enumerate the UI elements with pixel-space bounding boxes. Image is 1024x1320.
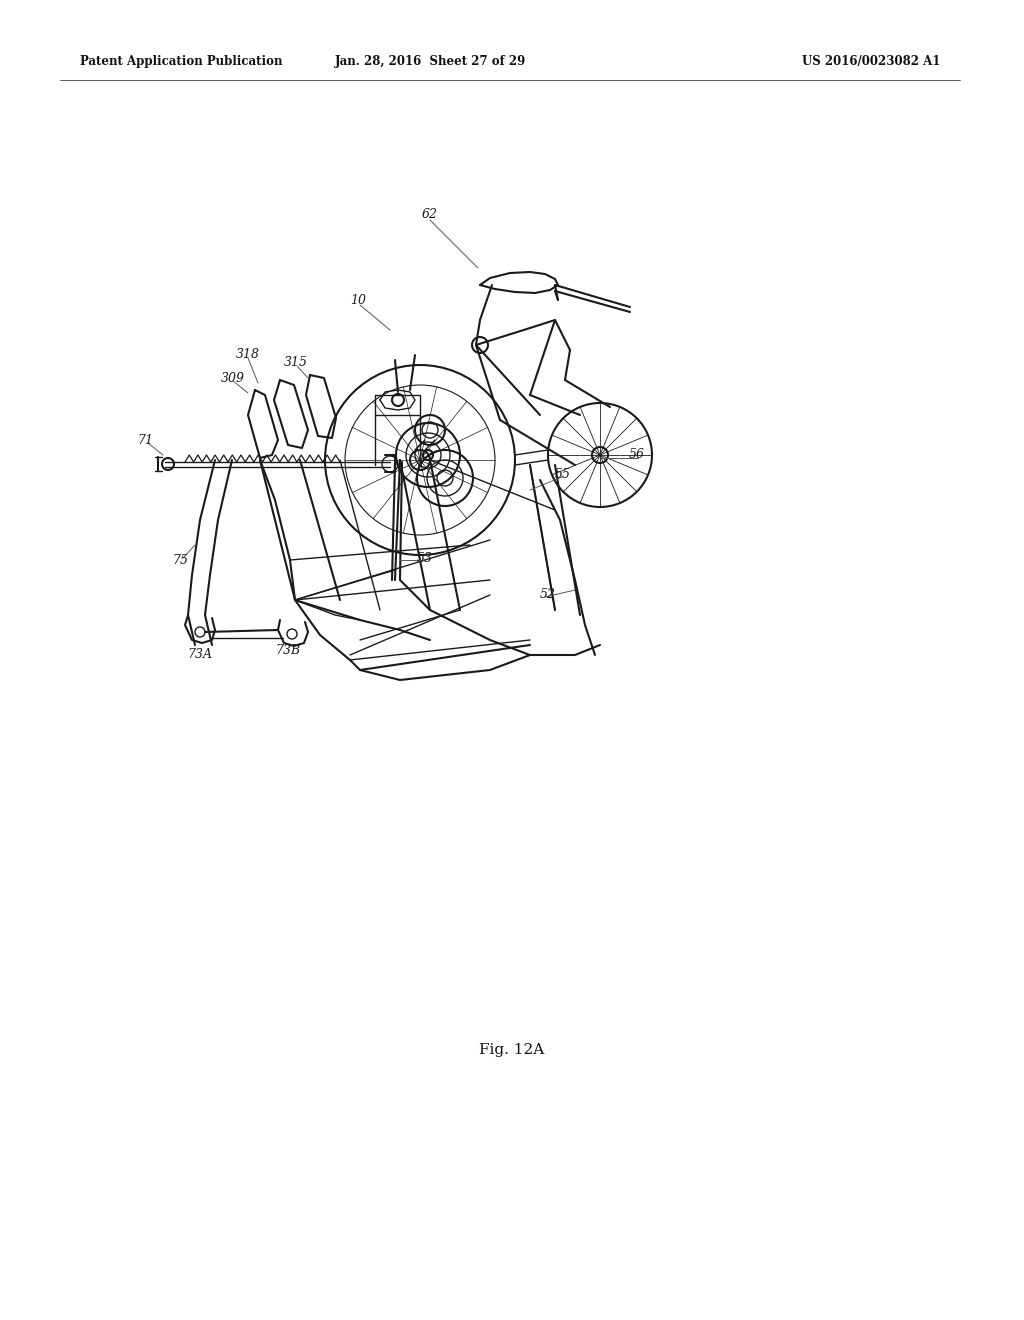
Text: 75: 75	[172, 553, 188, 566]
Text: 71: 71	[137, 433, 153, 446]
Text: Fig. 12A: Fig. 12A	[479, 1043, 545, 1057]
Text: Patent Application Publication: Patent Application Publication	[80, 55, 283, 69]
Text: 55: 55	[555, 469, 571, 482]
Text: 73B: 73B	[275, 644, 301, 656]
Text: 62: 62	[422, 209, 438, 222]
Text: 53: 53	[417, 552, 433, 565]
Text: US 2016/0023082 A1: US 2016/0023082 A1	[802, 55, 940, 69]
Text: Jan. 28, 2016  Sheet 27 of 29: Jan. 28, 2016 Sheet 27 of 29	[335, 55, 525, 69]
Text: 315: 315	[284, 356, 308, 370]
Text: 73A: 73A	[187, 648, 213, 661]
Text: 56: 56	[629, 449, 645, 462]
Text: 52: 52	[540, 589, 556, 602]
Text: 10: 10	[350, 293, 366, 306]
Text: 318: 318	[236, 348, 260, 362]
Text: 309: 309	[221, 371, 245, 384]
